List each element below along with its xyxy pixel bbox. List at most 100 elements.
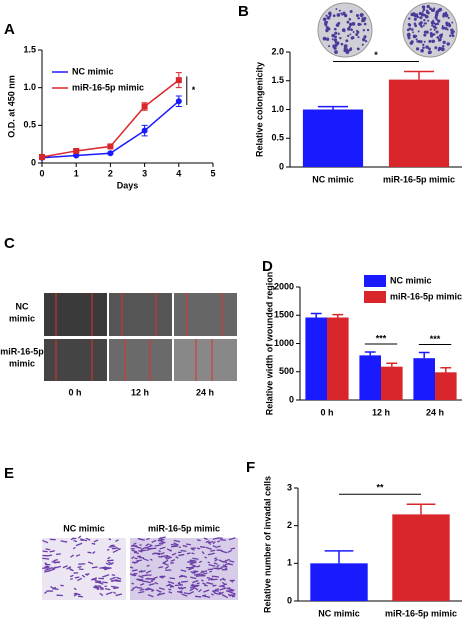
panel-letter: C — [4, 235, 15, 252]
colony — [325, 28, 329, 33]
y-tick-label: 3 — [287, 482, 292, 492]
error-bar — [364, 351, 376, 356]
colony — [325, 26, 329, 29]
colony — [328, 45, 331, 48]
legend-swatch — [364, 291, 386, 303]
cell — [174, 584, 182, 587]
colony — [336, 13, 341, 17]
colony — [340, 42, 344, 46]
y-tick-label: 0.5 — [271, 133, 284, 143]
cell — [212, 545, 218, 549]
cell — [44, 562, 49, 566]
cell — [228, 563, 233, 566]
y-tick-label: 0 — [279, 161, 284, 171]
row-label: mimic — [9, 358, 35, 368]
column-label: 12 h — [131, 387, 149, 397]
y-tick-label: 2 — [287, 520, 292, 530]
colony — [428, 47, 431, 51]
point — [107, 143, 114, 150]
cell — [110, 544, 115, 547]
colony — [437, 19, 441, 23]
x-tick-label: 1 — [74, 168, 79, 178]
cell — [133, 551, 139, 555]
colony — [417, 30, 420, 33]
y-axis-label: Relative number of invadal cells — [262, 476, 272, 613]
cell — [142, 580, 147, 583]
cell — [193, 564, 198, 568]
colony — [359, 13, 364, 17]
cell — [42, 557, 50, 560]
cell — [154, 581, 159, 585]
cell — [168, 583, 172, 587]
cell — [69, 574, 74, 578]
colony — [438, 37, 442, 41]
cell — [199, 546, 206, 549]
cell — [107, 556, 111, 560]
point — [73, 152, 80, 159]
colony — [410, 28, 414, 31]
colony — [413, 22, 417, 26]
colony — [438, 7, 443, 12]
cell — [200, 570, 208, 574]
colony — [433, 28, 436, 31]
x-tick-label: 4 — [176, 168, 181, 178]
colony — [408, 17, 411, 20]
colony — [442, 40, 446, 45]
row-label: mimic — [9, 313, 35, 323]
bar — [327, 317, 349, 400]
cell — [113, 591, 116, 594]
cell — [207, 542, 212, 545]
cell — [75, 554, 81, 557]
colony — [419, 21, 423, 25]
cell — [72, 546, 76, 550]
colony — [345, 49, 350, 54]
colony — [419, 16, 423, 20]
colony — [448, 25, 451, 28]
colony — [409, 41, 413, 45]
cell — [220, 538, 226, 542]
colony — [413, 17, 417, 21]
bar — [413, 358, 435, 400]
colony — [446, 28, 449, 31]
cell — [189, 588, 193, 592]
cell — [115, 546, 120, 550]
colony — [349, 9, 353, 13]
cell — [146, 588, 152, 591]
colony — [412, 31, 414, 34]
cell — [77, 577, 83, 582]
cell — [208, 563, 216, 567]
colony — [338, 9, 341, 12]
cell — [227, 593, 235, 597]
cell — [218, 559, 224, 563]
cell — [102, 574, 110, 578]
x-tick-label: 0 h — [320, 407, 333, 417]
colony — [349, 48, 353, 51]
colony — [334, 41, 338, 44]
x-tick-label: 12 h — [372, 407, 390, 417]
cell — [131, 574, 137, 577]
cell — [150, 580, 154, 583]
cell — [140, 547, 146, 551]
cell — [189, 585, 198, 589]
error-bar — [310, 312, 322, 318]
colony — [430, 8, 435, 12]
cell — [145, 546, 152, 551]
y-axis-label: Relative colongenicity — [254, 62, 264, 157]
colony — [422, 43, 425, 47]
cell — [210, 549, 216, 552]
colony — [363, 22, 367, 26]
cell — [217, 540, 221, 543]
colony — [339, 36, 342, 40]
cell — [213, 562, 218, 565]
error-bar — [403, 70, 435, 80]
cell — [194, 573, 201, 576]
cell — [205, 540, 210, 544]
cell — [203, 537, 208, 540]
cell — [131, 549, 138, 553]
cell — [201, 551, 205, 555]
cell — [192, 570, 199, 573]
colony — [408, 27, 412, 30]
colony — [340, 12, 343, 15]
colony — [421, 12, 424, 15]
y-tick-label: 1 — [287, 558, 292, 568]
